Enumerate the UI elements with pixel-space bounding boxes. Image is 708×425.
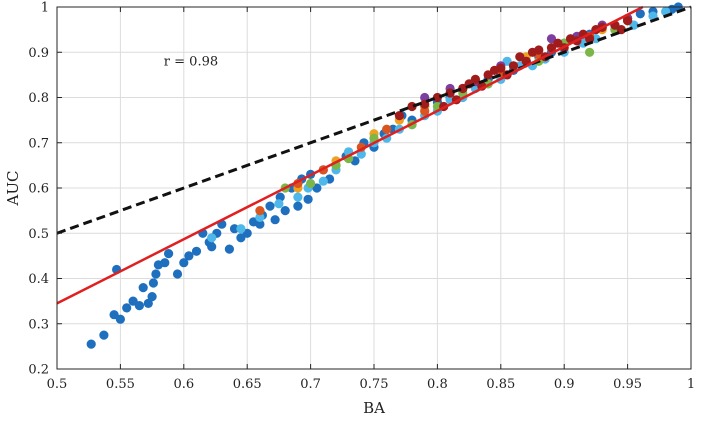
data-point <box>274 199 284 209</box>
data-point <box>207 233 217 243</box>
data-point <box>508 61 519 71</box>
data-point <box>184 251 194 261</box>
data-point <box>143 298 153 308</box>
axis-ticks: 0.5 0.55 0.6 0.65 0.7 0.75 0.8 0.85 0.9 0.95 10.20… <box>28 1 695 393</box>
x-tick-label: 0.75 <box>360 377 389 392</box>
data-point <box>207 242 217 252</box>
data-point <box>151 269 161 279</box>
data-point <box>280 206 290 216</box>
y-tick-label: 0.8 <box>28 91 49 106</box>
data-point <box>420 106 430 116</box>
data-point <box>172 269 183 279</box>
data-point <box>191 246 202 256</box>
data-point <box>496 63 506 73</box>
data-point <box>270 215 280 225</box>
x-tick-label: 0.95 <box>613 377 642 392</box>
x-tick-label: 0.9 <box>554 377 575 392</box>
x-tick-label: 0.6 <box>173 377 194 392</box>
data-point <box>470 74 480 84</box>
data-point <box>265 201 275 211</box>
data-point <box>134 301 144 311</box>
fit-lines <box>56 5 692 305</box>
data-point <box>293 201 303 211</box>
y-tick-label: 0.2 <box>28 363 49 378</box>
data-point <box>255 219 265 229</box>
x-tick-label: 1 <box>687 377 695 392</box>
data-point <box>86 339 96 349</box>
x-tick-label: 0.55 <box>106 377 135 392</box>
data-point <box>147 292 157 302</box>
x-tick-label: 0.8 <box>427 377 448 392</box>
data-point <box>179 258 189 268</box>
x-tick-label: 0.7 <box>300 377 321 392</box>
data-point <box>293 192 303 202</box>
data-point <box>306 178 316 189</box>
data-point <box>515 52 525 62</box>
data-point <box>224 244 234 254</box>
y-tick-label: 0.7 <box>28 136 49 151</box>
data-point <box>255 212 265 222</box>
data-point <box>160 258 170 268</box>
y-tick-label: 0.5 <box>28 227 49 242</box>
data-point <box>229 224 240 234</box>
data-point <box>122 303 132 313</box>
y-tick-label: 0.3 <box>28 317 49 332</box>
correlation-annotation: r = 0.98 <box>164 54 218 69</box>
data-point <box>303 194 313 204</box>
y-tick-label: 0.9 <box>28 46 49 61</box>
data-point <box>318 176 328 186</box>
data-point <box>99 330 109 340</box>
y-tick-label: 0.6 <box>28 182 49 197</box>
data-point <box>623 16 633 26</box>
data-point <box>242 228 252 238</box>
data-point <box>546 43 557 53</box>
data-point <box>164 249 174 259</box>
x-axis-label: BA <box>363 399 385 417</box>
y-tick-label: 0.4 <box>28 272 49 287</box>
data-point <box>483 70 493 80</box>
data-point <box>255 206 265 216</box>
data-point <box>585 47 595 57</box>
y-axis-label: AUC <box>4 171 22 207</box>
data-point <box>546 34 557 44</box>
data-point <box>635 9 645 19</box>
annotations: r = 0.98 <box>164 54 218 69</box>
regression-line <box>56 5 644 305</box>
data-point <box>394 111 404 121</box>
x-tick-label: 0.5 <box>47 377 68 392</box>
data-point <box>382 124 392 134</box>
data-point <box>148 278 158 288</box>
y-tick-label: 1 <box>41 1 49 16</box>
identity-dashed-line <box>56 5 692 235</box>
data-point <box>138 283 148 293</box>
data-point <box>236 224 246 234</box>
x-tick-label: 0.85 <box>486 377 515 392</box>
data-point <box>534 45 544 55</box>
x-tick-label: 0.65 <box>233 377 262 392</box>
data-point <box>115 314 125 324</box>
